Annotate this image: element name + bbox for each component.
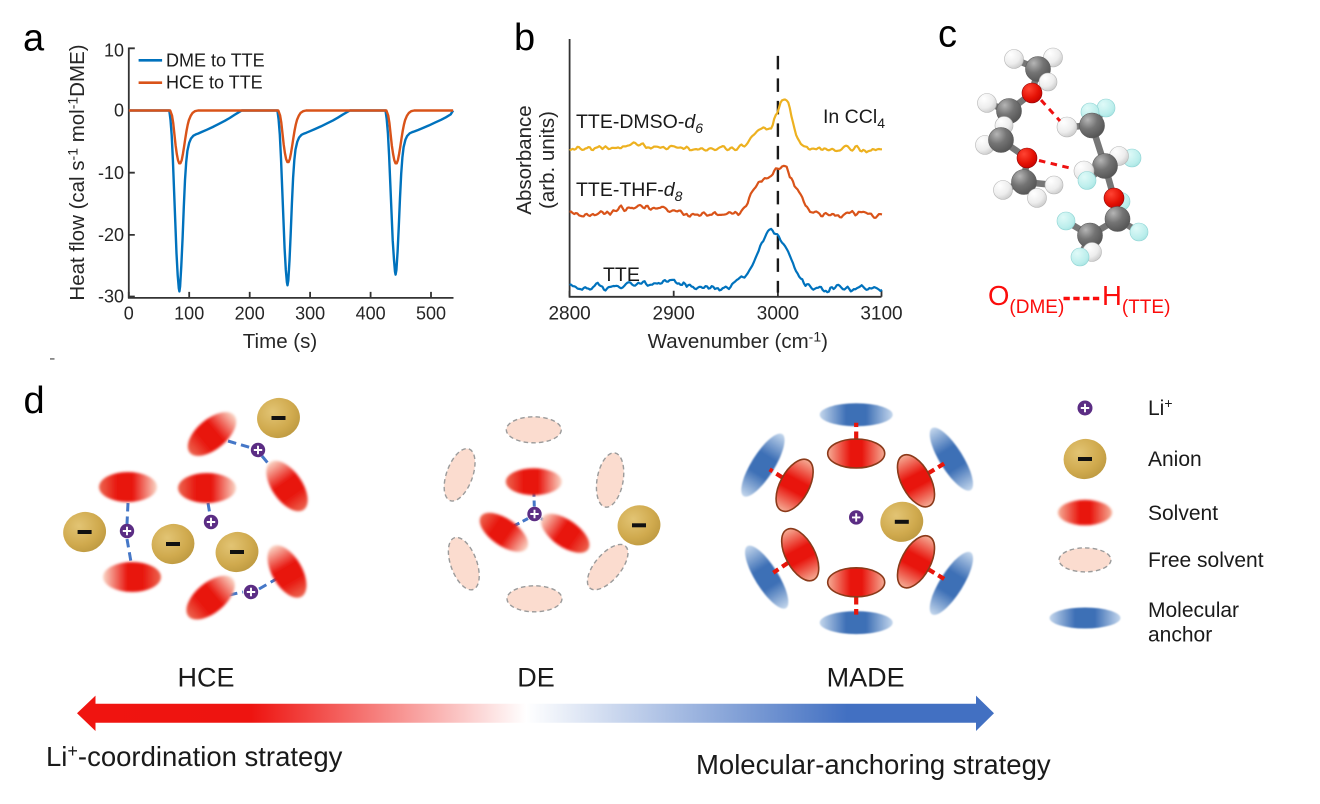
svg-text:2800: 2800 <box>548 304 590 325</box>
svg-text:In CCl4: In CCl4 <box>823 106 885 131</box>
svg-text:DME to TTE: DME to TTE <box>166 50 265 70</box>
svg-text:300: 300 <box>295 304 325 324</box>
svg-text:200: 200 <box>235 304 265 324</box>
svg-text:a: a <box>23 18 45 60</box>
svg-text:Time (s): Time (s) <box>243 330 317 353</box>
svg-text:Molecular: Molecular <box>1148 599 1239 622</box>
svg-text:Li+: Li+ <box>1148 395 1173 420</box>
svg-text:3000: 3000 <box>757 304 799 325</box>
svg-text:anchor: anchor <box>1148 623 1212 646</box>
svg-text:HCE: HCE <box>177 663 234 693</box>
svg-text:Li+-coordination strategy: Li+-coordination strategy <box>46 741 343 772</box>
svg-text:b: b <box>514 17 535 59</box>
svg-text:Molecular-anchoring strategy: Molecular-anchoring strategy <box>696 749 1051 780</box>
svg-text:(arb. units): (arb. units) <box>536 111 559 209</box>
svg-text:100: 100 <box>174 304 204 324</box>
svg-text:Absorbance: Absorbance <box>513 105 536 214</box>
svg-text:d: d <box>24 380 45 422</box>
svg-text:400: 400 <box>356 304 386 324</box>
svg-text:HCE to TTE: HCE to TTE <box>166 73 263 93</box>
svg-text:-10: -10 <box>98 163 124 183</box>
svg-text:0: 0 <box>114 101 124 121</box>
svg-text:TTE: TTE <box>603 264 640 286</box>
svg-text:Heat flow (cal s-1 mol-1DME): Heat flow (cal s-1 mol-1DME) <box>65 44 90 300</box>
svg-text:500: 500 <box>416 304 446 324</box>
svg-text:Solvent: Solvent <box>1148 502 1218 525</box>
svg-text:TTE-DMSO-d6: TTE-DMSO-d6 <box>576 111 703 136</box>
svg-text:c: c <box>938 14 957 56</box>
svg-text:MADE: MADE <box>827 663 905 693</box>
svg-text:DE: DE <box>517 663 555 693</box>
svg-text:Free solvent: Free solvent <box>1148 549 1264 572</box>
svg-text:Anion: Anion <box>1148 448 1202 471</box>
svg-text:H(TTE): H(TTE) <box>1102 280 1170 318</box>
svg-text:O(DME): O(DME) <box>988 280 1064 318</box>
svg-text:-20: -20 <box>98 225 124 245</box>
svg-text:3100: 3100 <box>860 304 902 325</box>
svg-text:10: 10 <box>104 41 124 61</box>
svg-text:Wavenumber (cm-1): Wavenumber (cm-1) <box>648 329 828 354</box>
svg-text:0: 0 <box>124 304 134 324</box>
svg-text:TTE-THF-d8: TTE-THF-d8 <box>576 179 683 204</box>
svg-text:2900: 2900 <box>653 304 695 325</box>
svg-text:-30: -30 <box>98 287 124 307</box>
